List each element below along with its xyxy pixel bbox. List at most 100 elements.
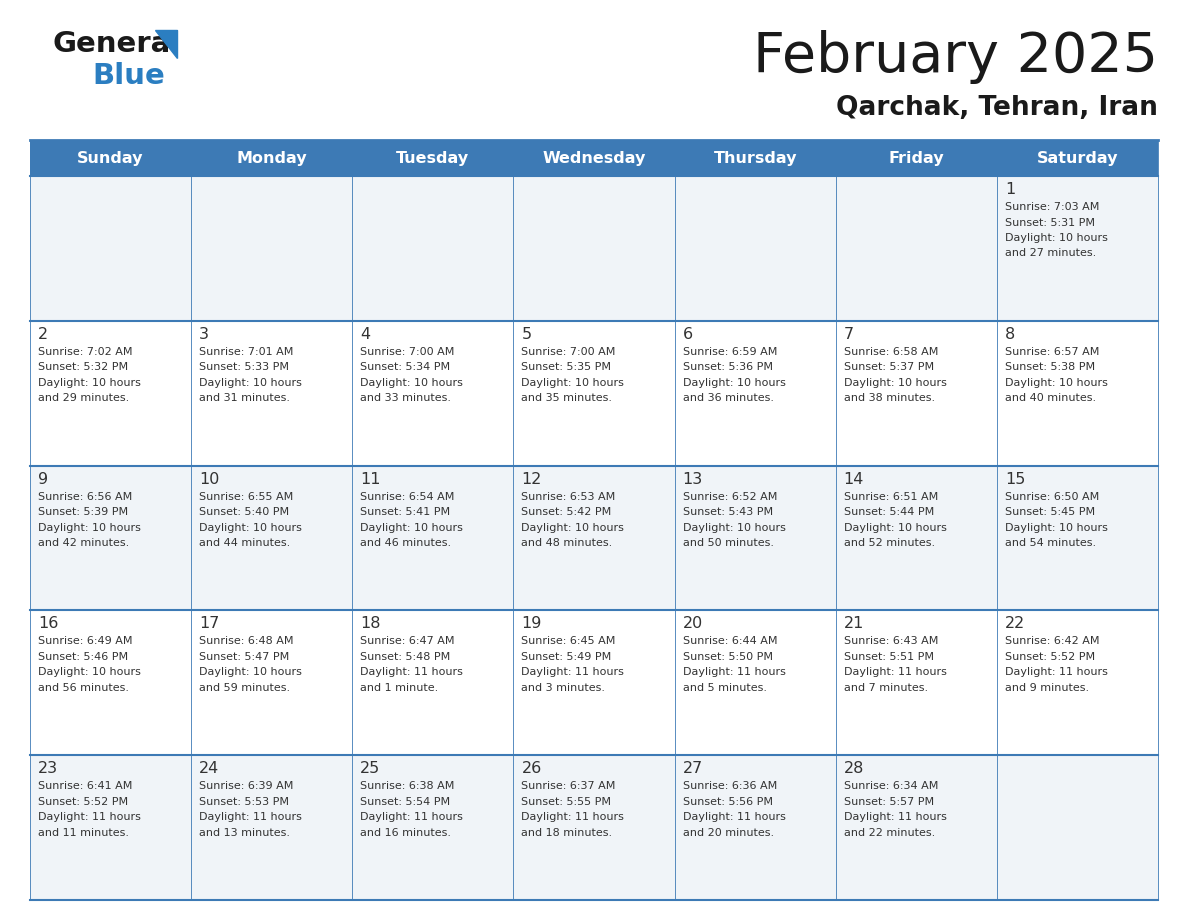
Text: Sunrise: 7:00 AM: Sunrise: 7:00 AM xyxy=(360,347,455,357)
Bar xyxy=(191,140,353,176)
Text: Sunrise: 6:39 AM: Sunrise: 6:39 AM xyxy=(200,781,293,791)
Text: Daylight: 10 hours: Daylight: 10 hours xyxy=(522,378,625,387)
Text: Thursday: Thursday xyxy=(713,151,797,165)
Text: Daylight: 11 hours: Daylight: 11 hours xyxy=(843,812,947,823)
Text: Daylight: 10 hours: Daylight: 10 hours xyxy=(843,522,947,532)
Text: Sunrise: 6:34 AM: Sunrise: 6:34 AM xyxy=(843,781,939,791)
Text: Sunrise: 6:38 AM: Sunrise: 6:38 AM xyxy=(360,781,455,791)
Text: Sunset: 5:47 PM: Sunset: 5:47 PM xyxy=(200,652,290,662)
Text: Daylight: 10 hours: Daylight: 10 hours xyxy=(200,667,302,677)
Text: 15: 15 xyxy=(1005,472,1025,487)
Text: Sunrise: 6:51 AM: Sunrise: 6:51 AM xyxy=(843,492,939,501)
Text: 1: 1 xyxy=(1005,182,1015,197)
Text: and 5 minutes.: and 5 minutes. xyxy=(683,683,766,693)
Bar xyxy=(353,140,513,176)
Text: Daylight: 11 hours: Daylight: 11 hours xyxy=(683,667,785,677)
Text: Daylight: 10 hours: Daylight: 10 hours xyxy=(683,378,785,387)
Text: Sunset: 5:35 PM: Sunset: 5:35 PM xyxy=(522,363,612,373)
Text: Sunrise: 6:49 AM: Sunrise: 6:49 AM xyxy=(38,636,133,646)
Bar xyxy=(30,610,1158,756)
Text: Daylight: 10 hours: Daylight: 10 hours xyxy=(38,667,141,677)
Text: Daylight: 10 hours: Daylight: 10 hours xyxy=(38,522,141,532)
Text: Daylight: 11 hours: Daylight: 11 hours xyxy=(843,667,947,677)
Text: and 40 minutes.: and 40 minutes. xyxy=(1005,393,1097,403)
Text: Sunset: 5:43 PM: Sunset: 5:43 PM xyxy=(683,507,772,517)
Text: Daylight: 10 hours: Daylight: 10 hours xyxy=(200,522,302,532)
Text: and 7 minutes.: and 7 minutes. xyxy=(843,683,928,693)
Text: Sunset: 5:34 PM: Sunset: 5:34 PM xyxy=(360,363,450,373)
Text: Sunset: 5:41 PM: Sunset: 5:41 PM xyxy=(360,507,450,517)
Text: Sunday: Sunday xyxy=(77,151,144,165)
Text: General: General xyxy=(52,30,181,58)
Text: Sunrise: 6:50 AM: Sunrise: 6:50 AM xyxy=(1005,492,1099,501)
Text: Sunrise: 6:52 AM: Sunrise: 6:52 AM xyxy=(683,492,777,501)
Text: Blue: Blue xyxy=(91,62,165,90)
Bar xyxy=(513,140,675,176)
Text: Daylight: 11 hours: Daylight: 11 hours xyxy=(683,812,785,823)
Text: Daylight: 10 hours: Daylight: 10 hours xyxy=(1005,522,1107,532)
Text: 9: 9 xyxy=(38,472,49,487)
Bar xyxy=(30,176,1158,320)
Text: 27: 27 xyxy=(683,761,703,777)
Text: 25: 25 xyxy=(360,761,380,777)
Text: and 1 minute.: and 1 minute. xyxy=(360,683,438,693)
Text: and 27 minutes.: and 27 minutes. xyxy=(1005,249,1097,259)
Text: 23: 23 xyxy=(38,761,58,777)
Text: Sunrise: 6:56 AM: Sunrise: 6:56 AM xyxy=(38,492,132,501)
Text: Sunset: 5:55 PM: Sunset: 5:55 PM xyxy=(522,797,612,807)
Text: 26: 26 xyxy=(522,761,542,777)
Text: and 35 minutes.: and 35 minutes. xyxy=(522,393,613,403)
Text: Sunrise: 6:43 AM: Sunrise: 6:43 AM xyxy=(843,636,939,646)
Text: and 44 minutes.: and 44 minutes. xyxy=(200,538,290,548)
Text: Sunrise: 7:01 AM: Sunrise: 7:01 AM xyxy=(200,347,293,357)
Text: and 36 minutes.: and 36 minutes. xyxy=(683,393,773,403)
Text: and 18 minutes.: and 18 minutes. xyxy=(522,828,613,838)
Text: 13: 13 xyxy=(683,472,703,487)
Text: 4: 4 xyxy=(360,327,371,341)
Text: Daylight: 11 hours: Daylight: 11 hours xyxy=(38,812,141,823)
Text: Monday: Monday xyxy=(236,151,307,165)
Text: 7: 7 xyxy=(843,327,854,341)
Text: and 9 minutes.: and 9 minutes. xyxy=(1005,683,1089,693)
Text: 20: 20 xyxy=(683,616,703,632)
Bar xyxy=(997,140,1158,176)
Text: and 16 minutes.: and 16 minutes. xyxy=(360,828,451,838)
Text: Sunset: 5:38 PM: Sunset: 5:38 PM xyxy=(1005,363,1095,373)
Text: and 3 minutes.: and 3 minutes. xyxy=(522,683,606,693)
Text: 3: 3 xyxy=(200,327,209,341)
Text: 17: 17 xyxy=(200,616,220,632)
Text: Sunset: 5:56 PM: Sunset: 5:56 PM xyxy=(683,797,772,807)
Text: and 50 minutes.: and 50 minutes. xyxy=(683,538,773,548)
Text: Sunrise: 7:02 AM: Sunrise: 7:02 AM xyxy=(38,347,133,357)
Text: Sunrise: 6:59 AM: Sunrise: 6:59 AM xyxy=(683,347,777,357)
Text: Sunset: 5:53 PM: Sunset: 5:53 PM xyxy=(200,797,289,807)
Text: Daylight: 11 hours: Daylight: 11 hours xyxy=(360,812,463,823)
Text: Daylight: 10 hours: Daylight: 10 hours xyxy=(360,522,463,532)
Text: Sunset: 5:52 PM: Sunset: 5:52 PM xyxy=(38,797,128,807)
Text: Sunrise: 6:47 AM: Sunrise: 6:47 AM xyxy=(360,636,455,646)
Text: and 59 minutes.: and 59 minutes. xyxy=(200,683,290,693)
Text: Daylight: 11 hours: Daylight: 11 hours xyxy=(522,667,625,677)
Text: Sunrise: 6:36 AM: Sunrise: 6:36 AM xyxy=(683,781,777,791)
Text: Sunset: 5:40 PM: Sunset: 5:40 PM xyxy=(200,507,289,517)
Text: Daylight: 10 hours: Daylight: 10 hours xyxy=(38,378,141,387)
Bar xyxy=(30,756,1158,900)
Text: Daylight: 10 hours: Daylight: 10 hours xyxy=(1005,233,1107,243)
Text: Daylight: 11 hours: Daylight: 11 hours xyxy=(360,667,463,677)
Text: Sunset: 5:39 PM: Sunset: 5:39 PM xyxy=(38,507,128,517)
Text: Saturday: Saturday xyxy=(1037,151,1118,165)
Text: 28: 28 xyxy=(843,761,864,777)
Text: Sunset: 5:37 PM: Sunset: 5:37 PM xyxy=(843,363,934,373)
Text: Sunset: 5:42 PM: Sunset: 5:42 PM xyxy=(522,507,612,517)
Text: Sunset: 5:31 PM: Sunset: 5:31 PM xyxy=(1005,218,1095,228)
Text: 19: 19 xyxy=(522,616,542,632)
Text: Tuesday: Tuesday xyxy=(397,151,469,165)
Text: and 33 minutes.: and 33 minutes. xyxy=(360,393,451,403)
Text: and 42 minutes.: and 42 minutes. xyxy=(38,538,129,548)
Bar xyxy=(30,465,1158,610)
Text: Sunset: 5:54 PM: Sunset: 5:54 PM xyxy=(360,797,450,807)
Text: Sunset: 5:52 PM: Sunset: 5:52 PM xyxy=(1005,652,1095,662)
Text: and 46 minutes.: and 46 minutes. xyxy=(360,538,451,548)
Text: Sunset: 5:32 PM: Sunset: 5:32 PM xyxy=(38,363,128,373)
Text: and 31 minutes.: and 31 minutes. xyxy=(200,393,290,403)
